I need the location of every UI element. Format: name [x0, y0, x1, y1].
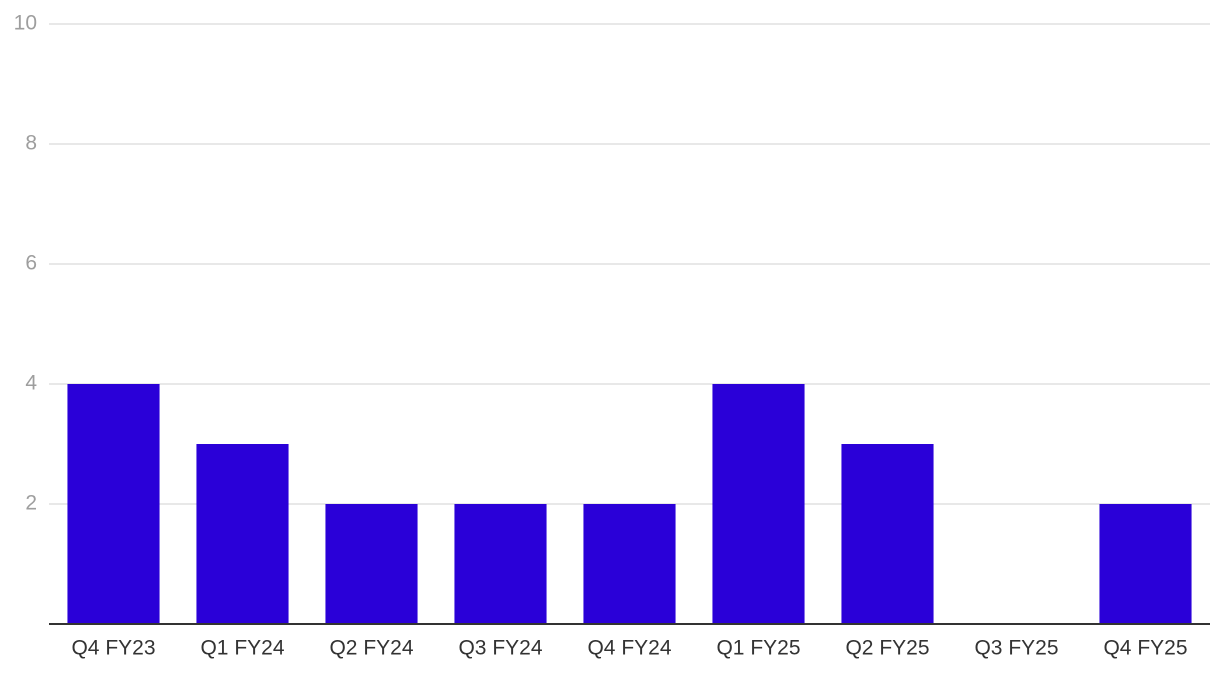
bar [454, 504, 547, 624]
bar [196, 444, 289, 624]
y-tick-label: 4 [25, 372, 37, 395]
bar [1099, 504, 1192, 624]
bar [712, 384, 805, 624]
y-tick-label: 6 [25, 252, 37, 275]
grid [49, 23, 1210, 505]
bar [325, 504, 418, 624]
bar [841, 444, 934, 624]
x-tick-label: Q4 FY25 [1103, 637, 1187, 660]
bar [583, 504, 676, 624]
x-tick-label: Q3 FY24 [458, 637, 542, 660]
bars [67, 384, 1192, 624]
labels: 2 4 6 8 10 Q4 FY23 Q1 FY24 Q2 FY24 Q3 FY24 Q4 FY2… [14, 12, 1188, 660]
y-tick-label: 10 [14, 12, 37, 35]
y-tick-label: 2 [25, 492, 37, 515]
bar [67, 384, 160, 624]
x-tick-label: Q2 FY25 [845, 637, 929, 660]
x-tick-label: Q4 FY23 [71, 637, 155, 660]
x-tick-label: Q3 FY25 [974, 637, 1058, 660]
x-tick-label: Q1 FY25 [716, 637, 800, 660]
x-tick-label: Q2 FY24 [329, 637, 413, 660]
x-tick-label: Q4 FY24 [587, 637, 671, 660]
y-tick-label: 8 [25, 132, 37, 155]
x-tick-label: Q1 FY24 [200, 637, 284, 660]
